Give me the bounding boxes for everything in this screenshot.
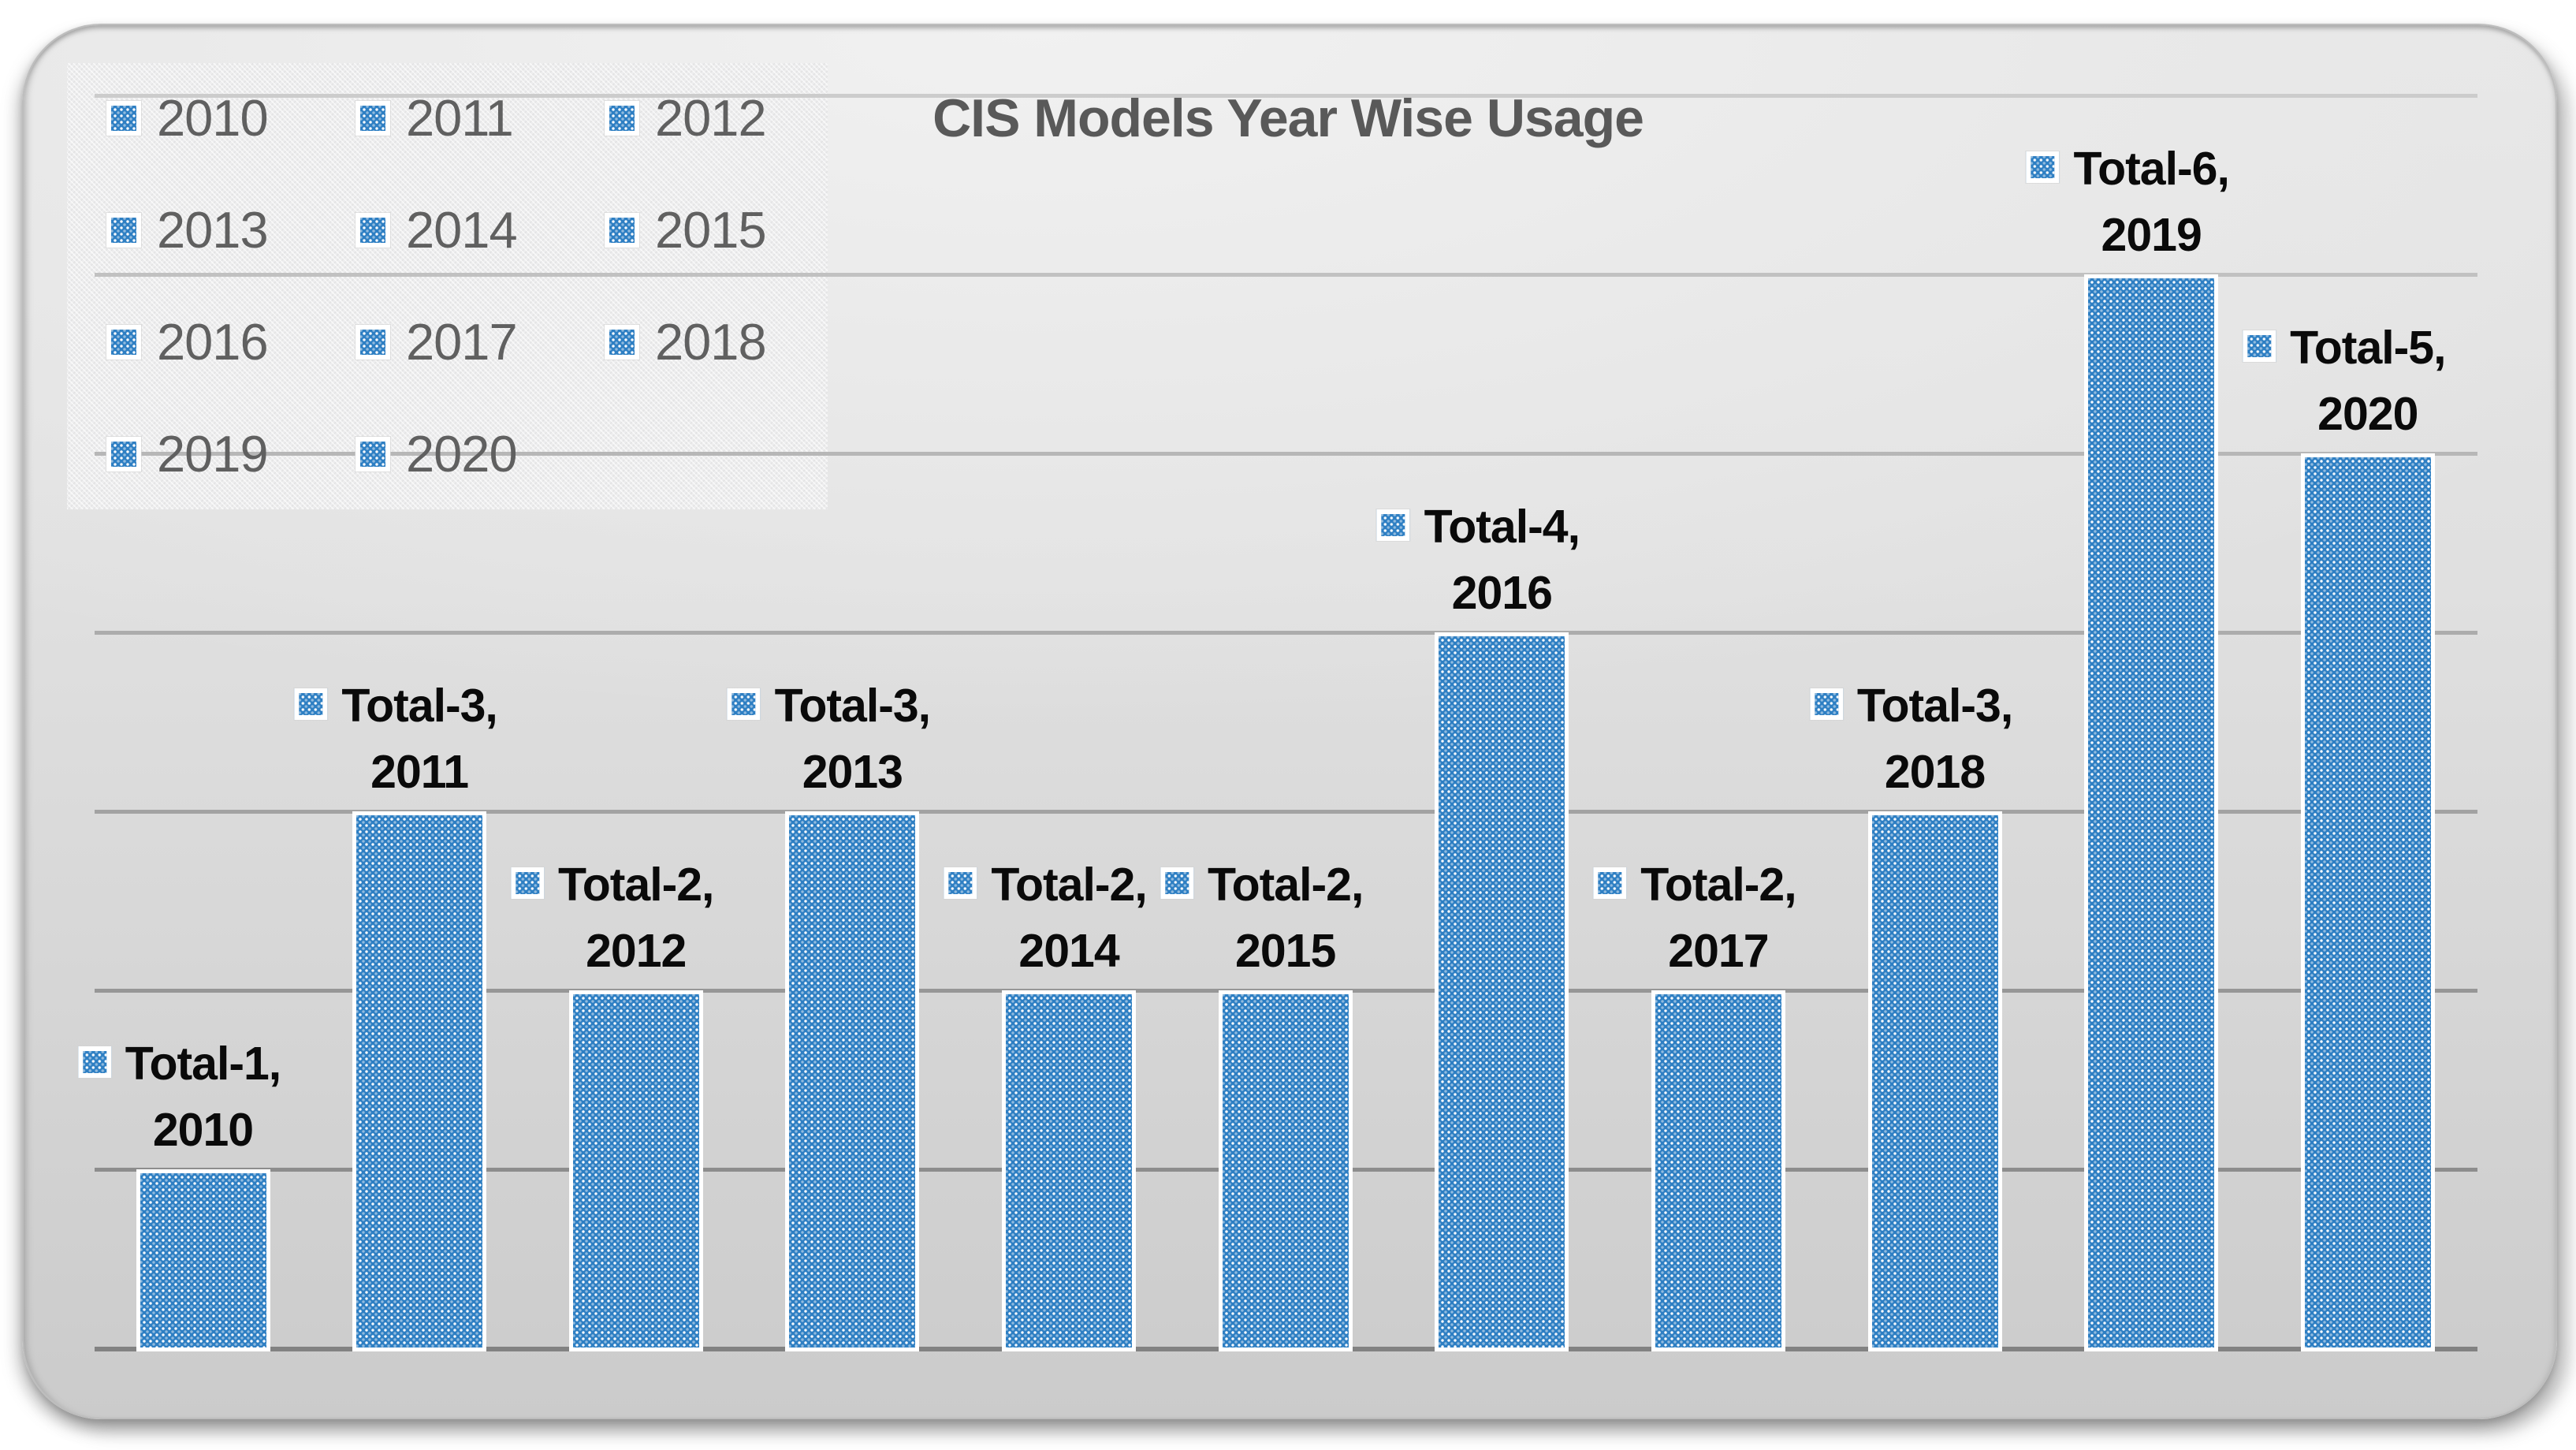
gridline-7: [95, 94, 2477, 98]
data-label-line2: 2020: [2317, 388, 2418, 440]
legend-key-icon: [106, 213, 141, 248]
legend-item-2020[interactable]: 2020: [356, 421, 518, 487]
legend-item-label: 2010: [157, 89, 269, 147]
data-label-2014[interactable]: Total-2, 2014: [944, 852, 1148, 984]
series-key-icon: [511, 867, 545, 899]
legend-key-icon: [356, 325, 390, 360]
bar-2018[interactable]: [1867, 811, 2002, 1351]
bar-2010[interactable]: [136, 1169, 270, 1351]
data-label-line2: 2016: [1451, 567, 1553, 619]
data-label-line1: Total-2,: [944, 852, 1148, 918]
legend-key-icon: [106, 325, 141, 360]
legend-item-2019[interactable]: 2019: [106, 421, 269, 487]
data-label-line2: 2013: [802, 746, 903, 798]
legend-item-label: 2017: [406, 313, 518, 371]
series-key-icon: [944, 867, 977, 899]
data-label-line1: Total-3,: [727, 673, 931, 739]
data-label-line2: 2011: [370, 746, 469, 798]
bar-2011[interactable]: [352, 811, 487, 1351]
legend-item-2018[interactable]: 2018: [605, 309, 767, 375]
data-label-2013[interactable]: Total-3, 2013: [727, 673, 931, 805]
series-key-icon: [1593, 867, 1627, 899]
legend-item-label: 2012: [655, 89, 767, 147]
data-label-line2: 2012: [586, 925, 687, 977]
gridline-3: [95, 810, 2477, 814]
data-label-2019[interactable]: Total-6, 2019: [2026, 136, 2230, 268]
bar-2016[interactable]: [1435, 632, 1569, 1351]
data-label-2012[interactable]: Total-2, 2012: [511, 852, 714, 984]
data-label-2010[interactable]: Total-1, 2010: [77, 1031, 281, 1163]
data-label-line2: 2015: [1235, 925, 1336, 977]
data-label-2011[interactable]: Total-3, 2011: [294, 673, 498, 805]
legend-item-label: 2019: [157, 425, 269, 483]
legend-item-2011[interactable]: 2011: [356, 85, 514, 151]
data-label-2018[interactable]: Total-3, 2018: [1809, 673, 2013, 805]
legend-item-label: 2015: [655, 201, 767, 259]
legend-item-2014[interactable]: 2014: [356, 197, 518, 263]
legend-item-2010[interactable]: 2010: [106, 85, 269, 151]
bar-2020[interactable]: [2300, 453, 2435, 1351]
series-key-icon: [1160, 867, 1193, 899]
legend-key-icon: [605, 101, 639, 136]
data-label-line2: 2014: [1018, 925, 1119, 977]
series-key-icon: [2243, 330, 2276, 362]
series-key-icon: [1376, 509, 1410, 541]
gridline-4: [95, 631, 2477, 635]
legend-key-icon: [106, 437, 141, 472]
data-label-line1: Total-3,: [294, 673, 498, 739]
data-label-2016[interactable]: Total-4, 2016: [1376, 494, 1580, 626]
bar-2013[interactable]: [785, 811, 920, 1351]
legend-item-2012[interactable]: 2012: [605, 85, 767, 151]
data-label-line1: Total-4,: [1376, 494, 1580, 560]
series-key-icon: [727, 688, 761, 720]
gridline-6: [95, 273, 2477, 277]
data-label-2015[interactable]: Total-2, 2015: [1160, 852, 1364, 984]
data-label-line1: Total-3,: [1809, 673, 2013, 739]
legend-key-icon: [106, 101, 141, 136]
data-label-2017[interactable]: Total-2, 2017: [1593, 852, 1797, 984]
bar-2015[interactable]: [1218, 990, 1353, 1351]
legend-item-label: 2016: [157, 313, 269, 371]
legend-item-label: 2011: [406, 89, 514, 147]
data-label-line2: 2017: [1668, 925, 1769, 977]
data-label-line1: Total-2,: [511, 852, 714, 918]
data-label-line2: 2019: [2101, 209, 2202, 261]
legend-key-icon: [605, 213, 639, 248]
legend-item-2017[interactable]: 2017: [356, 309, 518, 375]
series-key-icon: [2026, 151, 2060, 183]
bar-2014[interactable]: [1002, 990, 1137, 1351]
bar-2017[interactable]: [1651, 990, 1785, 1351]
series-key-icon: [1809, 688, 1843, 720]
legend-item-label: 2014: [406, 201, 518, 259]
legend-item-2015[interactable]: 2015: [605, 197, 767, 263]
data-label-line2: 2010: [152, 1104, 254, 1156]
series-key-icon: [77, 1046, 111, 1078]
data-label-line1: Total-2,: [1593, 852, 1797, 918]
data-label-2020[interactable]: Total-5, 2020: [2243, 315, 2447, 447]
legend-item-2013[interactable]: 2013: [106, 197, 269, 263]
data-label-line2: 2018: [1884, 746, 1986, 798]
series-key-icon: [294, 688, 328, 720]
chart-title[interactable]: CIS Models Year Wise Usage: [932, 88, 1644, 148]
legend-key-icon: [356, 437, 390, 472]
data-label-line1: Total-6,: [2026, 136, 2230, 202]
legend-item-label: 2013: [157, 201, 269, 259]
legend-item-label: 2020: [406, 425, 518, 483]
legend-key-icon: [356, 101, 390, 136]
legend[interactable]: [67, 63, 828, 509]
data-label-line1: Total-2,: [1160, 852, 1364, 918]
bar-2019[interactable]: [2084, 274, 2219, 1351]
gridline-5: [95, 452, 2477, 456]
data-label-line1: Total-1,: [77, 1031, 281, 1097]
legend-item-label: 2018: [655, 313, 767, 371]
legend-key-icon: [605, 325, 639, 360]
legend-item-2016[interactable]: 2016: [106, 309, 269, 375]
legend-key-icon: [356, 213, 390, 248]
bar-2012[interactable]: [568, 990, 703, 1351]
data-label-line1: Total-5,: [2243, 315, 2447, 381]
